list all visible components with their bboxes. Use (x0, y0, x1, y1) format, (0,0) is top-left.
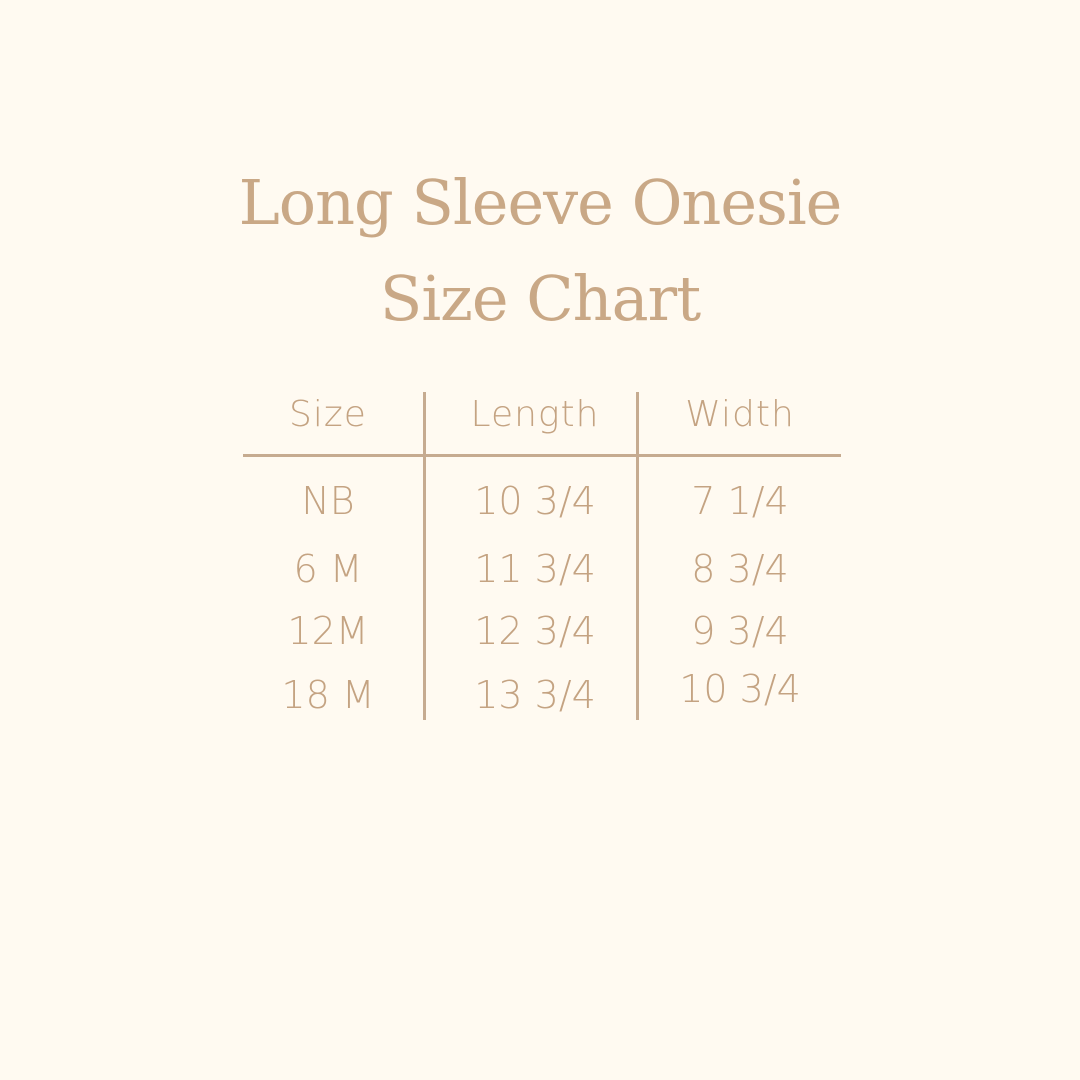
header-divider (243, 454, 841, 457)
cell-width: 9 3/4 (691, 609, 789, 653)
header-length: Length (470, 394, 600, 435)
header-size: Size (289, 394, 367, 435)
cell-width: 10 3/4 (679, 667, 801, 711)
cell-length: 10 3/4 (474, 479, 596, 523)
column-divider-2 (636, 392, 639, 720)
cell-width: 7 1/4 (691, 479, 789, 523)
cell-size: 6 M (293, 547, 363, 591)
column-divider-1 (423, 392, 426, 720)
header-width: Width (685, 394, 795, 435)
title-line-2: Size Chart (379, 262, 701, 335)
title-line-1: Long Sleeve Onesie (238, 166, 843, 239)
cell-length: 12 3/4 (474, 609, 596, 653)
cell-width: 8 3/4 (691, 547, 789, 591)
cell-size: NB (301, 479, 355, 523)
cell-length: 13 3/4 (474, 673, 596, 717)
cell-length: 11 3/4 (474, 547, 596, 591)
cell-size: 12M (287, 609, 369, 653)
cell-size: 18 M (281, 673, 375, 717)
